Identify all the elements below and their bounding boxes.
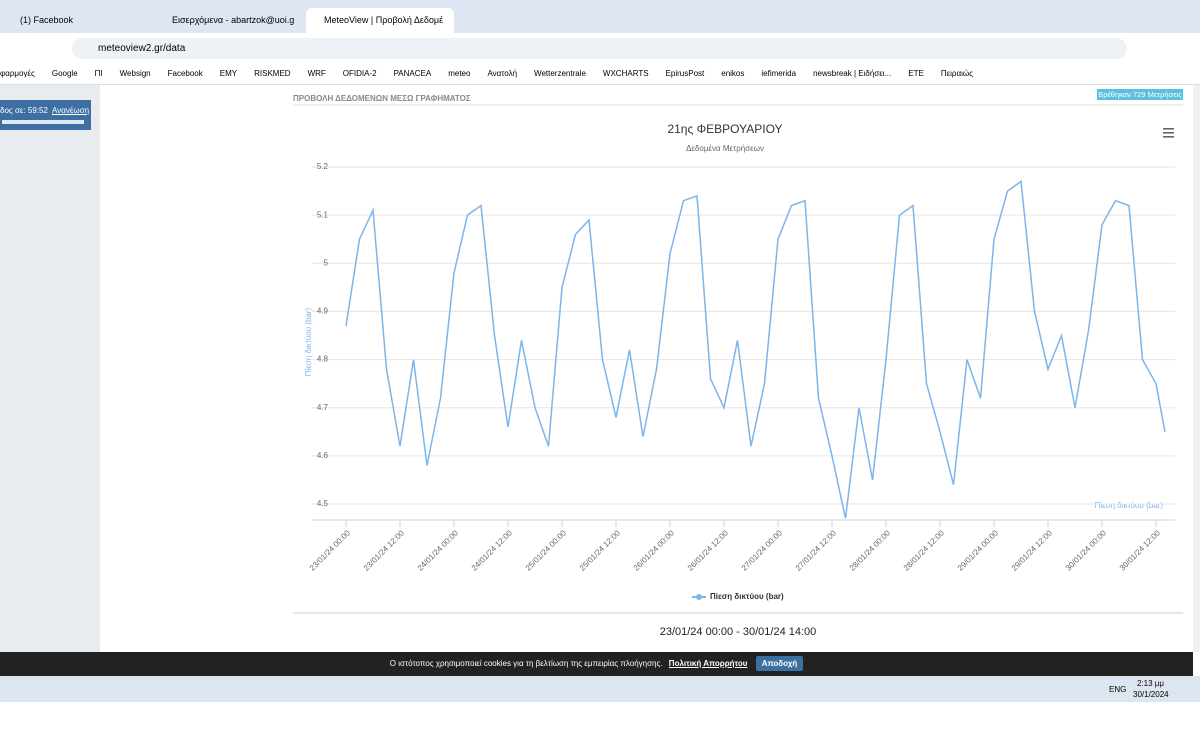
session-box: δος σε: 59:52 Ανανέωση — [0, 100, 91, 130]
scrollbar[interactable] — [1193, 85, 1200, 652]
legend-label[interactable]: Πίεση δικτύου (bar) — [710, 592, 784, 601]
x-tick-label: 28/01/24 12:00 — [902, 528, 947, 573]
x-tick-label: 29/01/24 00:00 — [956, 528, 1001, 573]
x-tick-label: 25/01/24 00:00 — [524, 528, 569, 573]
bookmark[interactable]: Ανατολή — [487, 69, 518, 78]
x-tick-label: 24/01/24 00:00 — [416, 528, 461, 573]
y-tick-label: 4.9 — [317, 307, 329, 316]
tab-strip: (1) Facebook Εισερχόμενα - abartzok@uoi.g… — [0, 0, 1200, 33]
bookmark[interactable]: iefimerida — [761, 69, 797, 78]
privacy-link[interactable]: Πολιτική Απορρήτου — [668, 659, 748, 668]
sidebar — [0, 85, 100, 652]
x-tick-label: 25/01/24 12:00 — [578, 528, 623, 573]
bookmark[interactable]: RISKMED — [254, 69, 291, 78]
x-tick-label: 30/01/24 00:00 — [1064, 528, 1109, 573]
session-timer: δος σε: 59:52 — [0, 106, 48, 115]
accept-button[interactable]: Αποδοχή — [755, 656, 804, 671]
bookmark[interactable]: EpirusPost — [665, 69, 705, 78]
y-tick-label: 5.1 — [317, 210, 329, 219]
bookmark[interactable]: Google — [51, 69, 78, 78]
y-tick-label: 4.7 — [317, 403, 329, 412]
tab[interactable]: (1) Facebook — [20, 15, 74, 25]
bookmark[interactable]: meteo — [448, 69, 471, 78]
series-line — [345, 180, 1166, 519]
y-tick-label: 5 — [324, 258, 329, 267]
y-axis-title: Πίεση δικτύου (bar) — [304, 307, 313, 376]
x-tick-label: 27/01/24 00:00 — [740, 528, 785, 573]
tab[interactable]: MeteoView | Προβολή Δεδομέ — [306, 8, 454, 33]
bookmark[interactable]: ETE — [908, 69, 924, 78]
date-range: 23/01/24 00:00 - 30/01/24 14:00 — [660, 626, 817, 638]
bookmark[interactable]: Πειραιώς — [940, 69, 973, 78]
x-tick-label: 30/01/24 12:00 — [1118, 528, 1163, 573]
bookmark[interactable]: OFIDIA-2 — [342, 69, 377, 78]
cookie-text: Ο ιστότοπος χρησιμοποιεί cookies για τη … — [389, 659, 663, 668]
legend[interactable]: Πίεση δικτύου (bar) — [692, 592, 784, 601]
y-tick-label: 5.2 — [317, 162, 329, 171]
bookmark[interactable]: WXCHARTS — [602, 69, 649, 78]
bookmark[interactable]: PANACEA — [393, 69, 432, 78]
x-tick-label: 23/01/24 12:00 — [362, 528, 407, 573]
y-tick-label: 4.8 — [317, 355, 329, 364]
clock-time[interactable]: 2:13 μμ — [1137, 679, 1165, 688]
bookmark[interactable]: WRF — [307, 69, 326, 78]
x-tick-label: 24/01/24 12:00 — [470, 528, 515, 573]
language[interactable]: ENG — [1109, 685, 1127, 694]
x-tick-label: 26/01/24 12:00 — [686, 528, 731, 573]
bookmark[interactable]: Facebook — [167, 69, 203, 78]
tab[interactable]: Εισερχόμενα - abartzok@uoi.g — [172, 15, 295, 25]
panel-heading: ΠΡΟΒΟΛΗ ΔΕΔΟΜΕΝΩΝ ΜΕΣΩ ΓΡΑΦΗΜΑΤΟΣ — [293, 94, 471, 103]
cookie-bar: Ο ιστότοπος χρησιμοποιεί cookies για τη … — [0, 652, 1193, 676]
badge: Βρέθηκαν 729 Μετρήσεις — [1098, 90, 1182, 99]
bookmark[interactable]: Websign — [119, 69, 151, 78]
menu-icon[interactable] — [1163, 128, 1174, 138]
bookmark[interactable]: ΠΙ — [94, 69, 103, 78]
bookmark[interactable]: φαρμογές — [0, 69, 35, 78]
bookmark[interactable]: enikos — [721, 69, 745, 78]
taskbar: ENG 2:13 μμ 30/1/2024 — [0, 676, 1200, 702]
bookmarks-bar: φαρμογές Google ΠΙ Websign Facebook EMY RISKME… — [0, 63, 1200, 85]
x-tick-label: 28/01/24 00:00 — [848, 528, 893, 573]
x-tick-label: 27/01/24 12:00 — [794, 528, 839, 573]
x-tick-label: 29/01/24 12:00 — [1010, 528, 1055, 573]
bookmark[interactable]: newsbreak | Ειδήσει... — [813, 69, 892, 78]
bookmark[interactable]: EMY — [219, 69, 238, 78]
series-label: Πίεση δικτύου (bar) — [1095, 501, 1164, 510]
y-tick-label: 4.5 — [317, 499, 329, 508]
url[interactable]: meteoview2.gr/data — [72, 38, 1127, 59]
main — [103, 85, 1193, 652]
y-tick-label: 4.6 — [317, 451, 329, 460]
refresh-link[interactable]: Ανανέωση — [52, 106, 90, 115]
chart-title: 21ης ΦΕΒΡΟΥΑΡΙΟΥ — [667, 122, 782, 136]
bookmark[interactable]: Wetterzentrale — [534, 69, 586, 78]
badge-bg — [1097, 89, 1183, 100]
clock-date[interactable]: 30/1/2024 — [1133, 690, 1169, 699]
x-tick-label: 26/01/24 00:00 — [632, 528, 677, 573]
x-tick-label: 23/01/24 00:00 — [308, 528, 353, 573]
chart-subtitle: Δεδομένα Μετρήσεων — [686, 144, 764, 153]
chart: ΠΡΟΒΟΛΗ ΔΕΔΟΜΕΝΩΝ ΜΕΣΩ ΓΡΑΦΗΜΑΤΟΣ Βρέθηκ… — [293, 89, 1183, 638]
